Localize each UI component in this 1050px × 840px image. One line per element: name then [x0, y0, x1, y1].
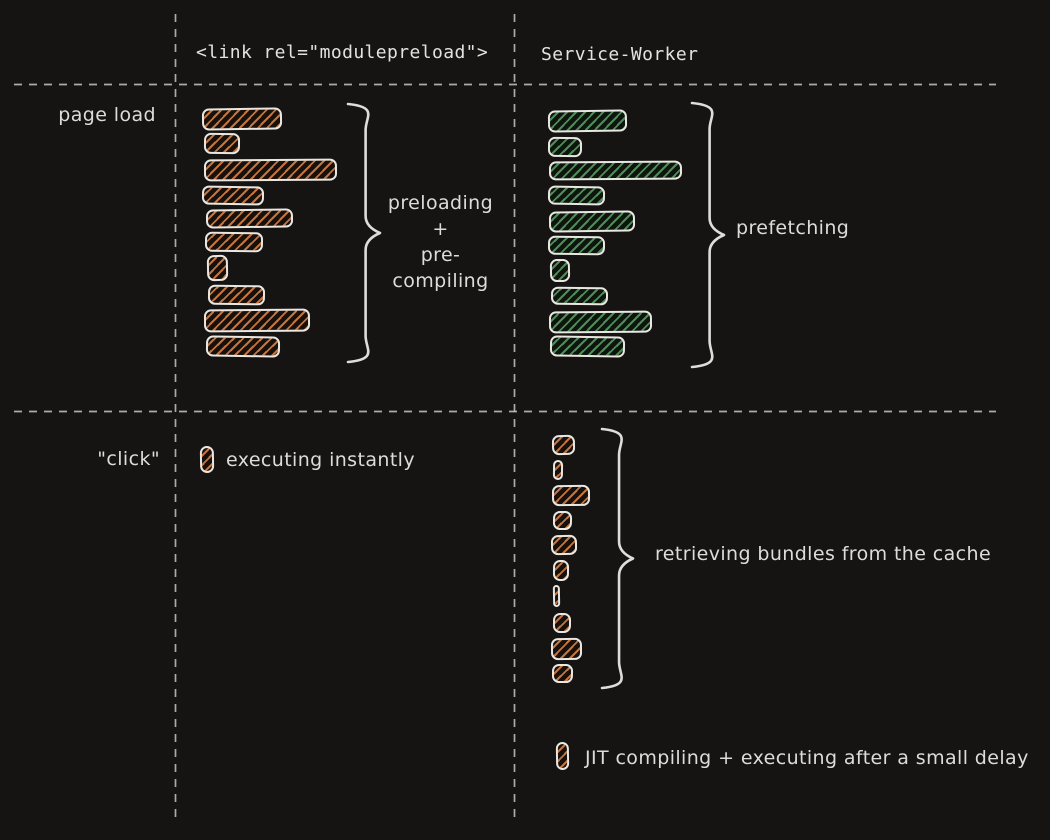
row-label-click: "click"	[97, 448, 160, 470]
service-worker-click-cache-bar	[552, 584, 561, 608]
modulepreload-page-load-bar	[201, 185, 265, 206]
label-preloading-line3: pre-compiling	[392, 244, 489, 292]
service-worker-page-load-bar	[550, 286, 609, 306]
label-preloading-precompiling: preloading + pre-compiling	[373, 190, 508, 294]
label-jit-legend: JIT compiling + executing after a small …	[585, 747, 1029, 769]
service-worker-click-cache-bar	[552, 559, 570, 582]
service-worker-page-load-bar	[547, 109, 628, 133]
label-prefetching: prefetching	[736, 217, 850, 239]
modulepreload-page-load-bar	[201, 107, 283, 131]
service-worker-click-cache-bar	[552, 510, 573, 531]
modulepreload-page-load-bar	[203, 132, 241, 155]
service-worker-page-load-bar	[548, 160, 683, 181]
modulepreload-page-load-bar	[205, 208, 294, 229]
jit-legend-swatch-bar	[555, 741, 570, 771]
service-worker-page-load-bar	[547, 136, 583, 158]
column-header-modulepreload: <link rel="modulepreload">	[196, 42, 489, 63]
row-label-page-load: page load	[58, 104, 156, 126]
label-preloading-line2: +	[432, 218, 449, 240]
modulepreload-page-load-bar	[203, 158, 338, 182]
service-worker-page-load-bar	[547, 185, 606, 206]
service-worker-click-cache-bar	[551, 663, 574, 684]
service-worker-click-cache-bar	[551, 484, 591, 507]
label-retrieving-bundles: retrieving bundles from the cache	[655, 543, 992, 565]
service-worker-page-load-bar	[547, 235, 606, 256]
modulepreload-click-instant-bar	[199, 445, 215, 474]
service-worker-click-cache-bar	[552, 612, 572, 634]
label-preloading-line1: preloading	[387, 192, 494, 214]
service-worker-click-cache-bar	[551, 434, 576, 456]
service-worker-click-cache-bar	[552, 459, 564, 481]
service-worker-click-cache-bar	[550, 534, 578, 556]
modulepreload-page-load-bar	[205, 335, 281, 358]
service-worker-page-load-bar	[549, 335, 626, 358]
modulepreload-page-load-bar	[204, 231, 264, 253]
modulepreload-page-load-bar	[207, 284, 266, 306]
service-worker-page-load-bar	[548, 210, 636, 233]
service-worker-click-cache-bar	[550, 637, 583, 661]
service-worker-page-load-bar	[548, 310, 653, 334]
modulepreload-page-load-bar	[206, 254, 229, 282]
service-worker-page-load-bar	[549, 258, 571, 283]
label-executing-instantly: executing instantly	[226, 449, 415, 471]
column-header-service-worker: Service-Worker	[541, 44, 699, 65]
modulepreload-page-load-bar	[203, 308, 311, 333]
